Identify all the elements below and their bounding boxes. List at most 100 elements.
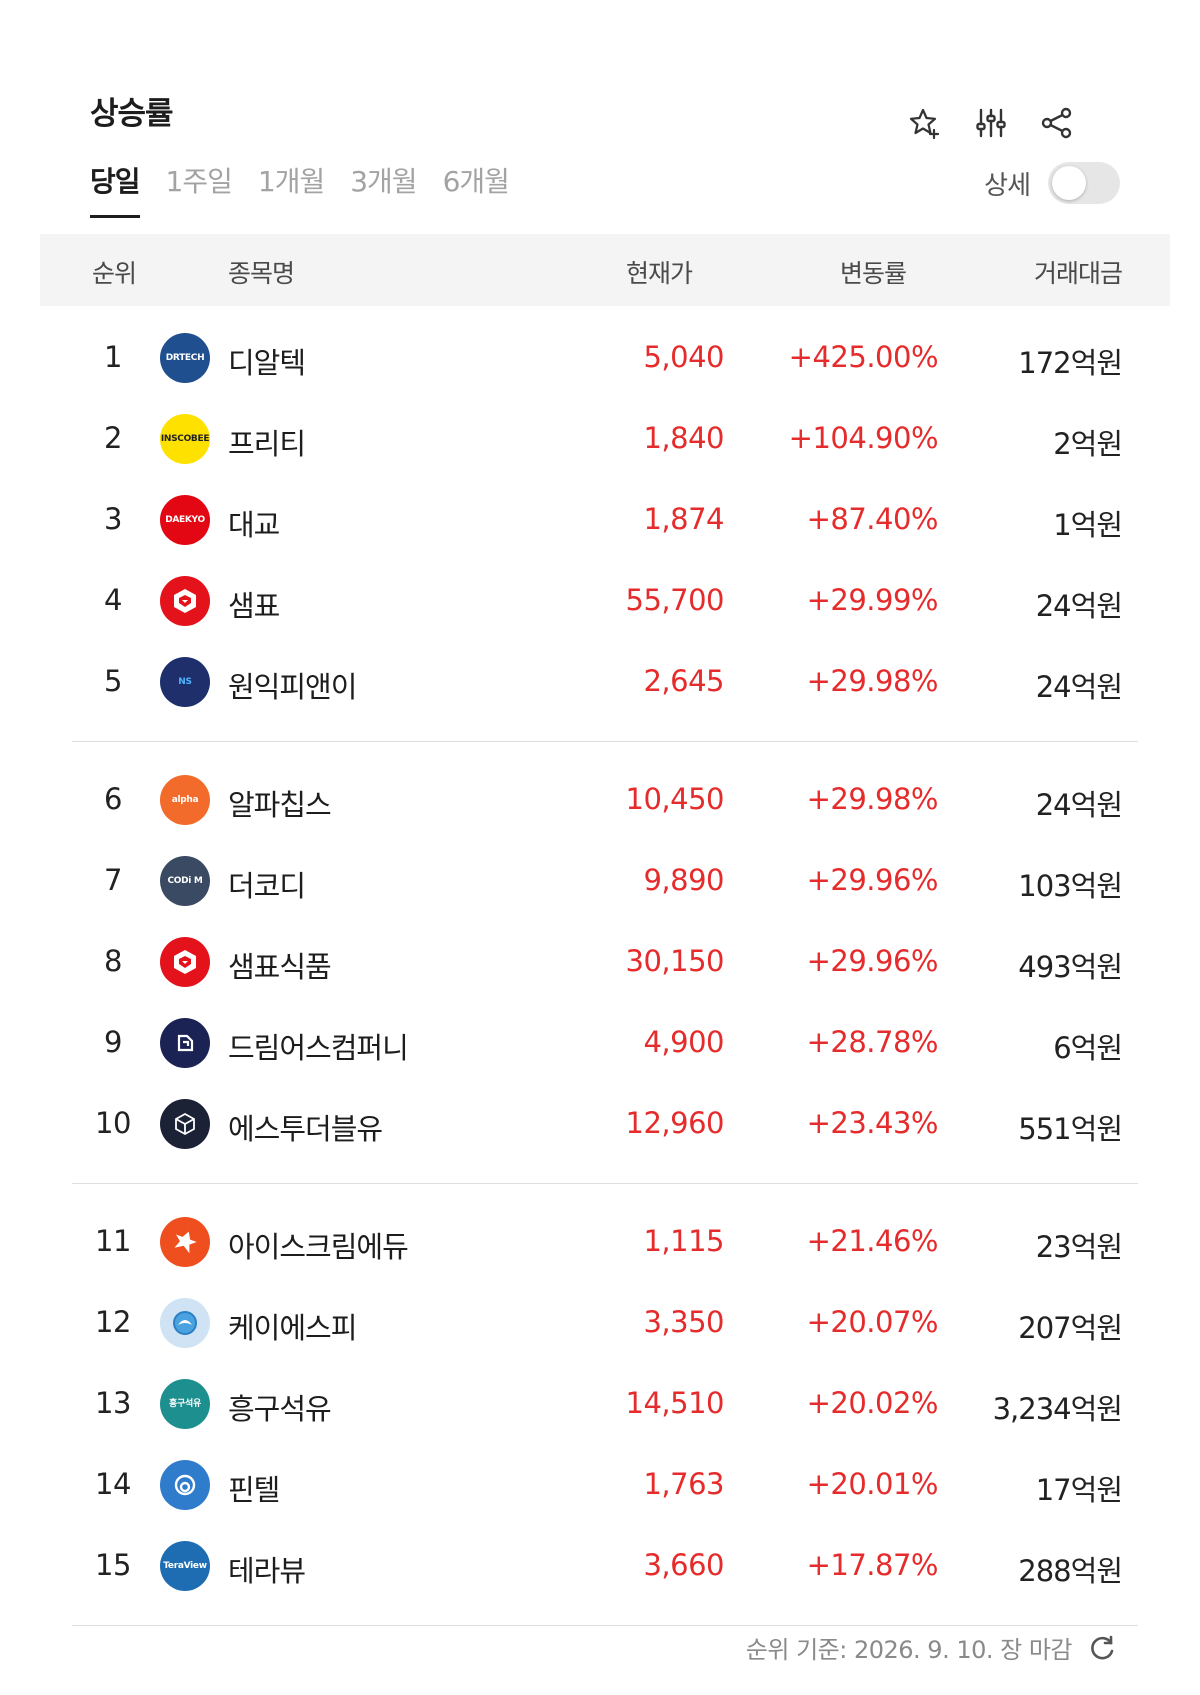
stock-rank: 14 — [95, 1467, 131, 1501]
stock-trade-amount: 24억원 — [1035, 670, 1123, 704]
stock-trade-amount: 24억원 — [1035, 788, 1123, 822]
stock-name[interactable]: 대교 — [228, 508, 280, 542]
stock-row[interactable]: 15 TeraView 테라뷰 3,660 +17.87% 288억원 — [72, 1526, 1138, 1607]
stock-trade-amount: 172억원 — [1018, 346, 1123, 380]
stock-group: 6 alpha 알파칩스 10,450 +29.98% 24억원 7 CODi M 더코디 9,8… — [72, 742, 1138, 1184]
stock-rank: 8 — [104, 944, 122, 978]
stock-change-rate: +29.98% — [806, 782, 939, 816]
tab-1month[interactable]: 1개월 — [257, 165, 325, 198]
ranking-basis-text: 순위 기준: 2026. 9. 10. 장 마감 — [745, 1636, 1073, 1664]
stock-price: 3,660 — [643, 1548, 724, 1582]
stock-row[interactable]: 5 NS 원익피앤이 2,645 +29.98% 24억원 — [72, 642, 1138, 723]
stock-rank: 2 — [104, 421, 122, 455]
stock-change-rate: +20.01% — [806, 1467, 939, 1501]
stock-price: 10,450 — [625, 782, 725, 816]
footer: 순위 기준: 2026. 9. 10. 장 마감 — [746, 1630, 1118, 1665]
stock-price: 1,840 — [643, 421, 724, 455]
stock-row[interactable]: 14 핀텔 1,763 +20.01% 17억원 — [72, 1445, 1138, 1526]
stock-name[interactable]: 아이스크림에듀 — [228, 1230, 409, 1264]
stock-name[interactable]: 원익피앤이 — [228, 670, 357, 704]
toggle-knob — [1052, 166, 1086, 200]
column-header-change: 변동률 — [839, 259, 907, 288]
tab-3month[interactable]: 3개월 — [350, 165, 417, 198]
star-plus-icon[interactable] — [906, 104, 944, 142]
stock-logo-icon: NS — [160, 657, 210, 707]
stock-logo-text: 흥구석유 — [169, 1398, 201, 1409]
stock-logo-icon — [160, 1298, 210, 1348]
stock-name[interactable]: 알파칩스 — [228, 788, 332, 822]
stock-row[interactable]: 8 샘표식품 30,150 +29.96% 493억원 — [72, 922, 1138, 1003]
detail-toggle[interactable] — [1048, 162, 1120, 204]
stock-change-rate: +20.02% — [806, 1386, 939, 1420]
stock-name[interactable]: 흥구석유 — [228, 1392, 332, 1426]
stock-change-rate: +87.40% — [806, 502, 939, 536]
stock-name[interactable]: 디알텍 — [228, 346, 306, 380]
stock-logo-text: INSCOBEE — [160, 433, 210, 444]
stock-name[interactable]: 더코디 — [228, 869, 306, 903]
stock-name[interactable]: 드림어스컴퍼니 — [228, 1031, 409, 1065]
stock-logo-icon — [160, 1018, 210, 1068]
period-tabs: 당일 1주일 1개월 3개월 6개월 — [90, 160, 510, 218]
stock-row[interactable]: 4 샘표 55,700 +29.99% 24억원 — [72, 561, 1138, 642]
stock-row[interactable]: 2 INSCOBEE 프리티 1,840 +104.90% 2억원 — [72, 399, 1138, 480]
column-header-volume: 거래대금 — [1033, 259, 1123, 288]
tab-today[interactable]: 당일 — [90, 160, 141, 218]
stock-name[interactable]: 테라뷰 — [228, 1554, 306, 1588]
stock-rank: 1 — [104, 340, 122, 374]
stock-trade-amount: 207억원 — [1018, 1311, 1123, 1345]
stock-logo-icon — [160, 1217, 210, 1267]
stock-name[interactable]: 샘표식품 — [228, 950, 332, 984]
stock-rank: 3 — [104, 502, 122, 536]
stock-row[interactable]: 11 아이스크림에듀 1,115 +21.46% 23억원 — [72, 1202, 1138, 1283]
tab-6month[interactable]: 6개월 — [442, 165, 510, 198]
stock-logo-text: NS — [178, 676, 192, 687]
stock-price: 1,115 — [643, 1224, 724, 1258]
stock-row[interactable]: 10 에스투더블유 12,960 +23.43% 551억원 — [72, 1084, 1138, 1165]
stock-row[interactable]: 7 CODi M 더코디 9,890 +29.96% 103억원 — [72, 841, 1138, 922]
stock-logo-icon: CODi M — [160, 856, 210, 906]
stock-name[interactable]: 샘표 — [228, 589, 280, 623]
table-header: 순위 종목명 현재가 변동률 거래대금 — [40, 234, 1170, 306]
stock-rank: 7 — [104, 863, 122, 897]
detail-label: 상세 — [984, 170, 1031, 201]
stock-name[interactable]: 핀텔 — [228, 1473, 280, 1507]
stock-change-rate: +20.07% — [806, 1305, 939, 1339]
stock-name[interactable]: 프리티 — [228, 427, 306, 461]
stock-rank: 13 — [95, 1386, 131, 1420]
stock-trade-amount: 17억원 — [1035, 1473, 1123, 1507]
share-icon[interactable] — [1038, 104, 1076, 142]
stock-row[interactable]: 1 DRTECH 디알텍 5,040 +425.00% 172억원 — [72, 318, 1138, 399]
stock-trade-amount: 6억원 — [1053, 1031, 1123, 1065]
stock-trade-amount: 493억원 — [1018, 950, 1123, 984]
stock-change-rate: +29.99% — [806, 583, 939, 617]
stock-row[interactable]: 13 흥구석유 흥구석유 14,510 +20.02% 3,234억원 — [72, 1364, 1138, 1445]
stock-logo-text: DAEKYO — [165, 514, 205, 525]
stock-logo-icon: INSCOBEE — [160, 414, 210, 464]
stock-change-rate: +17.87% — [806, 1548, 939, 1582]
stock-rank: 4 — [104, 583, 122, 617]
stock-trade-amount: 103억원 — [1018, 869, 1123, 903]
sliders-icon[interactable] — [972, 104, 1010, 142]
column-header-rank: 순위 — [92, 259, 137, 288]
stock-name[interactable]: 케이에스피 — [228, 1311, 357, 1345]
stock-logo-icon — [160, 937, 210, 987]
tab-1week[interactable]: 1주일 — [165, 165, 233, 198]
stock-change-rate: +29.96% — [806, 863, 939, 897]
stock-price: 30,150 — [625, 944, 725, 978]
refresh-icon[interactable] — [1086, 1632, 1118, 1664]
stock-trade-amount: 288억원 — [1018, 1554, 1123, 1588]
detail-toggle-group: 상세 — [984, 162, 1120, 204]
stock-row[interactable]: 6 alpha 알파칩스 10,450 +29.98% 24억원 — [72, 760, 1138, 841]
stock-name[interactable]: 에스투더블유 — [228, 1112, 383, 1146]
stock-row[interactable]: 3 DAEKYO 대교 1,874 +87.40% 1억원 — [72, 480, 1138, 561]
stock-logo-icon: TeraView — [160, 1541, 210, 1591]
stock-price: 4,900 — [643, 1025, 724, 1059]
stock-row[interactable]: 12 케이에스피 3,350 +20.07% 207억원 — [72, 1283, 1138, 1364]
stock-change-rate: +28.78% — [806, 1025, 939, 1059]
column-header-name: 종목명 — [228, 259, 295, 288]
stock-row[interactable]: 9 드림어스컴퍼니 4,900 +28.78% 6억원 — [72, 1003, 1138, 1084]
stock-change-rate: +29.98% — [806, 664, 939, 698]
stock-list: 1 DRTECH 디알텍 5,040 +425.00% 172억원 2 INSCOBEE 프리티… — [40, 306, 1170, 1626]
stock-logo-icon — [160, 1099, 210, 1149]
toolbar — [906, 104, 1076, 142]
